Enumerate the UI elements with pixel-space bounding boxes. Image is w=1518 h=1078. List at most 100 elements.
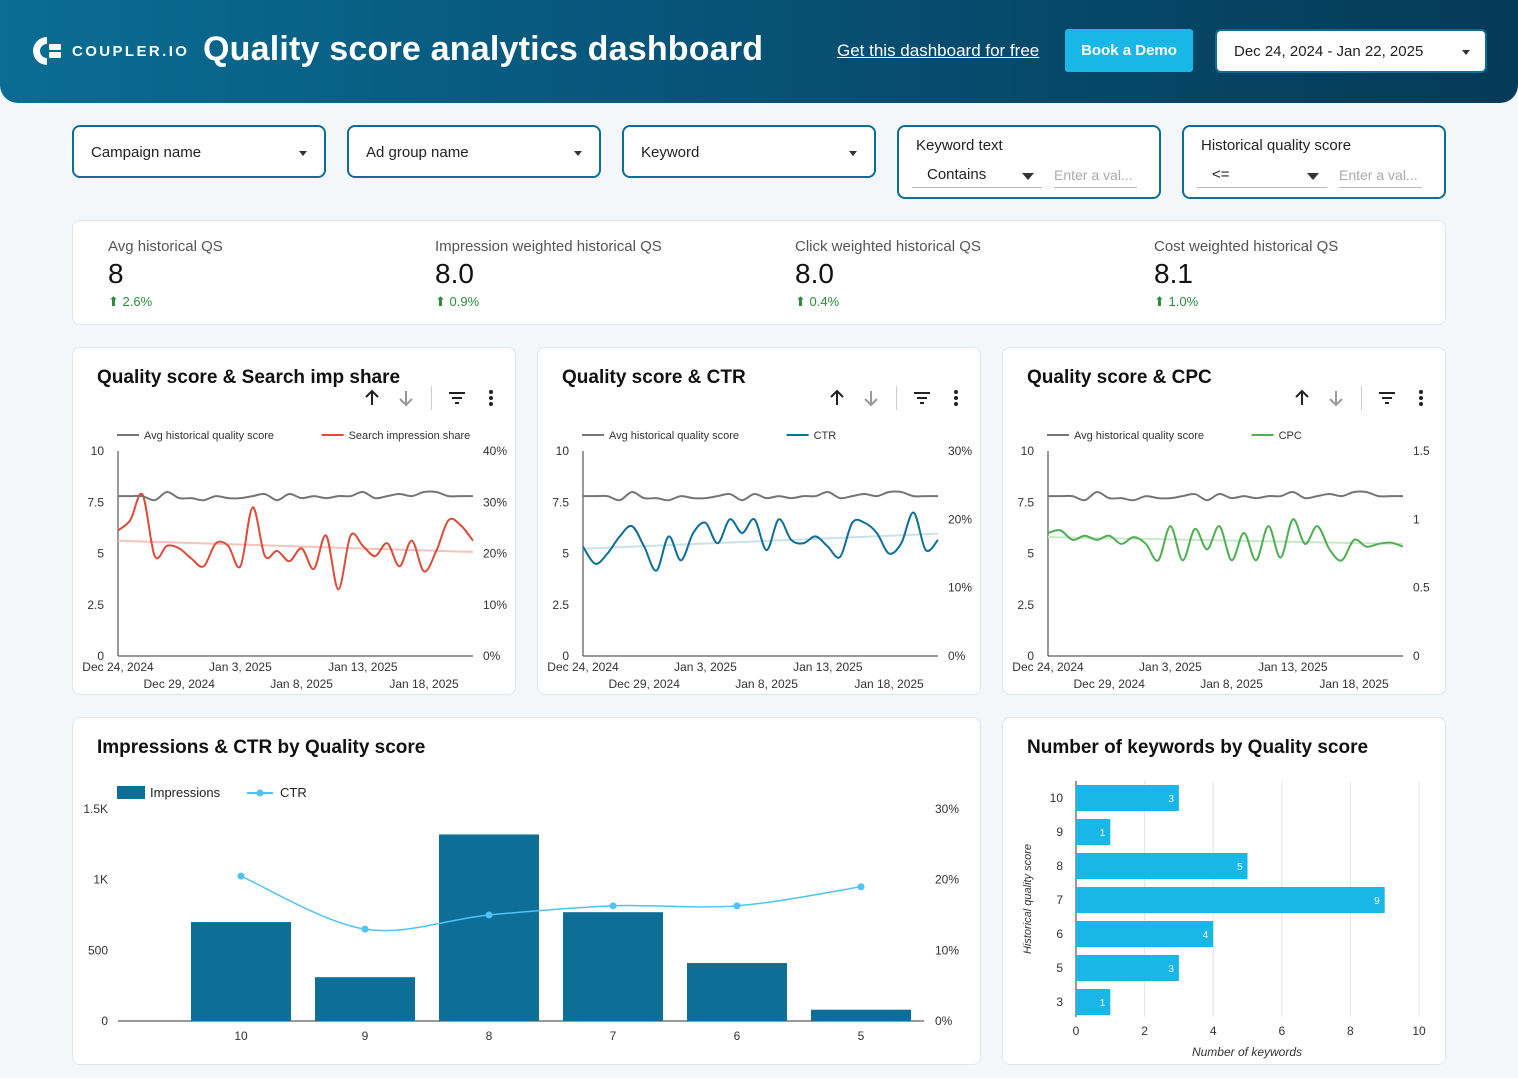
y-tick-label: 5: [1056, 961, 1063, 975]
y-tick-label-left: 1.5K: [83, 802, 108, 816]
keyword-text-input[interactable]: Enter a val...: [1054, 163, 1137, 188]
filter-icon[interactable]: [1376, 387, 1398, 409]
kpi-card: [72, 220, 1446, 325]
legend-label: Impressions: [150, 785, 221, 800]
legend-label: CTR: [280, 785, 307, 800]
x-axis-label: Number of keywords: [1192, 1045, 1302, 1059]
kpi-label: Avg historical QS: [108, 238, 223, 255]
coupler-logo[interactable]: COUPLER.IO: [30, 34, 189, 68]
more-options-icon[interactable]: [480, 387, 502, 409]
legend-label: Avg historical quality score: [609, 430, 739, 442]
x-tick-label: Jan 3, 2025: [1139, 660, 1202, 674]
legend-label: Search impression share: [349, 430, 471, 442]
sort-descending-icon[interactable]: [860, 387, 882, 409]
arrow-up-icon: ⬆: [108, 294, 123, 309]
chart-title: Quality score & CPC: [1027, 367, 1212, 388]
x-tick-label: Dec 29, 2024: [1074, 677, 1146, 691]
x-tick-label: Dec 29, 2024: [609, 677, 681, 691]
ctr-point: [361, 925, 369, 933]
kpi-delta: ⬆ 2.6%: [108, 294, 153, 309]
filter-icon[interactable]: [446, 387, 468, 409]
x-tick-label: Jan 18, 2025: [854, 677, 924, 691]
sort-descending-icon[interactable]: [1325, 387, 1347, 409]
y-tick-label: 3: [1056, 995, 1063, 1009]
chevron-down-icon: [1022, 173, 1034, 180]
y-tick-label-right: 40%: [483, 444, 507, 458]
x-tick-label: 9: [362, 1029, 369, 1043]
legend-label: CPC: [1279, 430, 1302, 442]
y-tick-label-right: 20%: [948, 512, 972, 526]
y-tick-label-left: 10: [91, 444, 105, 458]
toolbar-divider: [431, 386, 432, 410]
kpi-cost-weighted-qs: Cost weighted historical QS 8.1 ⬆ 1.0%: [1154, 238, 1338, 310]
historical-qs-input[interactable]: Enter a val...: [1339, 163, 1422, 188]
bar: [1076, 921, 1214, 947]
y-tick-label: 9: [1056, 825, 1063, 839]
y-tick-label: 8: [1056, 859, 1063, 873]
kpi-value: 8.0: [795, 258, 834, 289]
legend-label: Avg historical quality score: [144, 430, 274, 442]
keyword-text-operator-select[interactable]: Contains: [912, 163, 1042, 188]
sort-ascending-icon[interactable]: [361, 387, 383, 409]
book-demo-button[interactable]: Book a Demo: [1065, 29, 1193, 72]
get-dashboard-link[interactable]: Get this dashboard for free: [837, 41, 1040, 60]
x-tick-label: 0: [1073, 1024, 1080, 1038]
more-options-icon[interactable]: [1410, 387, 1432, 409]
y-tick-label-left: 0: [562, 649, 569, 663]
y-tick-label-left: 2.5: [1017, 598, 1034, 612]
y-tick-label-right: 10%: [948, 581, 972, 595]
y-tick-label-right: 0%: [483, 649, 501, 663]
series-line-avg-qs: [117, 490, 474, 502]
chart-card-cpc: Quality score & CPC Avg historical quali…: [1002, 347, 1446, 695]
bar: [1076, 785, 1179, 811]
chart-title: Quality score & Search imp share: [97, 367, 401, 388]
sort-ascending-icon[interactable]: [826, 387, 848, 409]
ctr-point: [609, 902, 617, 910]
line-chart-ctr: Avg historical quality score CTR 0 2.5 5 7.5 1…: [547, 430, 972, 691]
y-tick-label-left: 0: [97, 649, 104, 663]
bar: [1076, 887, 1385, 913]
sort-descending-icon[interactable]: [395, 387, 417, 409]
series-line-cpc: [1047, 518, 1404, 562]
keyword-text-label: Keyword text: [916, 137, 1003, 154]
historical-qs-operator-select[interactable]: <=: [1197, 163, 1327, 188]
campaign-filter-label: Campaign name: [91, 144, 202, 161]
chevron-down-icon: [299, 151, 307, 156]
sort-ascending-icon[interactable]: [1291, 387, 1313, 409]
x-tick-label: Jan 13, 2025: [793, 660, 863, 674]
filter-icon[interactable]: [911, 387, 933, 409]
series-line-search-impression-share: [117, 492, 474, 591]
x-tick-label: Jan 8, 2025: [735, 677, 798, 691]
x-tick-label: Jan 18, 2025: [1319, 677, 1389, 691]
arrow-up-icon: ⬆: [795, 294, 810, 309]
x-tick-label: Jan 13, 2025: [328, 660, 398, 674]
historical-qs-operator: <=: [1212, 166, 1230, 183]
x-tick-label: 4: [1210, 1024, 1217, 1038]
y-tick-label-left: 0: [1027, 649, 1034, 663]
x-tick-label: Dec 24, 2024: [547, 660, 619, 674]
data-label: 3: [1168, 964, 1174, 975]
y-tick-label-left: 7.5: [1017, 495, 1034, 509]
keyword-text-filter: Keyword text Contains Enter a val...: [897, 125, 1161, 199]
x-tick-label: 5: [858, 1029, 865, 1043]
y-tick-label-right: 20%: [935, 873, 959, 887]
y-tick-label-right: 30%: [935, 802, 959, 816]
series-line-avg-qs: [1047, 490, 1404, 502]
more-options-icon[interactable]: [945, 387, 967, 409]
x-tick-label: 6: [1278, 1024, 1285, 1038]
y-tick-label-right: 0%: [935, 1014, 953, 1028]
toolbar-divider: [896, 386, 897, 410]
campaign-filter[interactable]: Campaign name: [72, 125, 326, 178]
y-tick-label-left: 7.5: [552, 495, 569, 509]
y-tick-label-left: 5: [562, 547, 569, 561]
line-chart-cpc: Avg historical quality score CPC 0 2.5 5 7.5 1…: [1012, 430, 1430, 691]
data-label: 1: [1100, 998, 1106, 1009]
kpi-label: Impression weighted historical QS: [435, 238, 662, 255]
keyword-filter[interactable]: Keyword: [622, 125, 876, 178]
chart-card-ctr: Quality score & CTR Avg historical quali…: [537, 347, 981, 695]
date-range-picker[interactable]: Dec 24, 2024 - Jan 22, 2025: [1215, 29, 1487, 73]
chevron-down-icon: [849, 151, 857, 156]
chart-card-search-imp-share: Quality score & Search imp share Avg his…: [72, 347, 516, 695]
ad-group-filter-label: Ad group name: [366, 144, 469, 161]
ad-group-filter[interactable]: Ad group name: [347, 125, 601, 178]
